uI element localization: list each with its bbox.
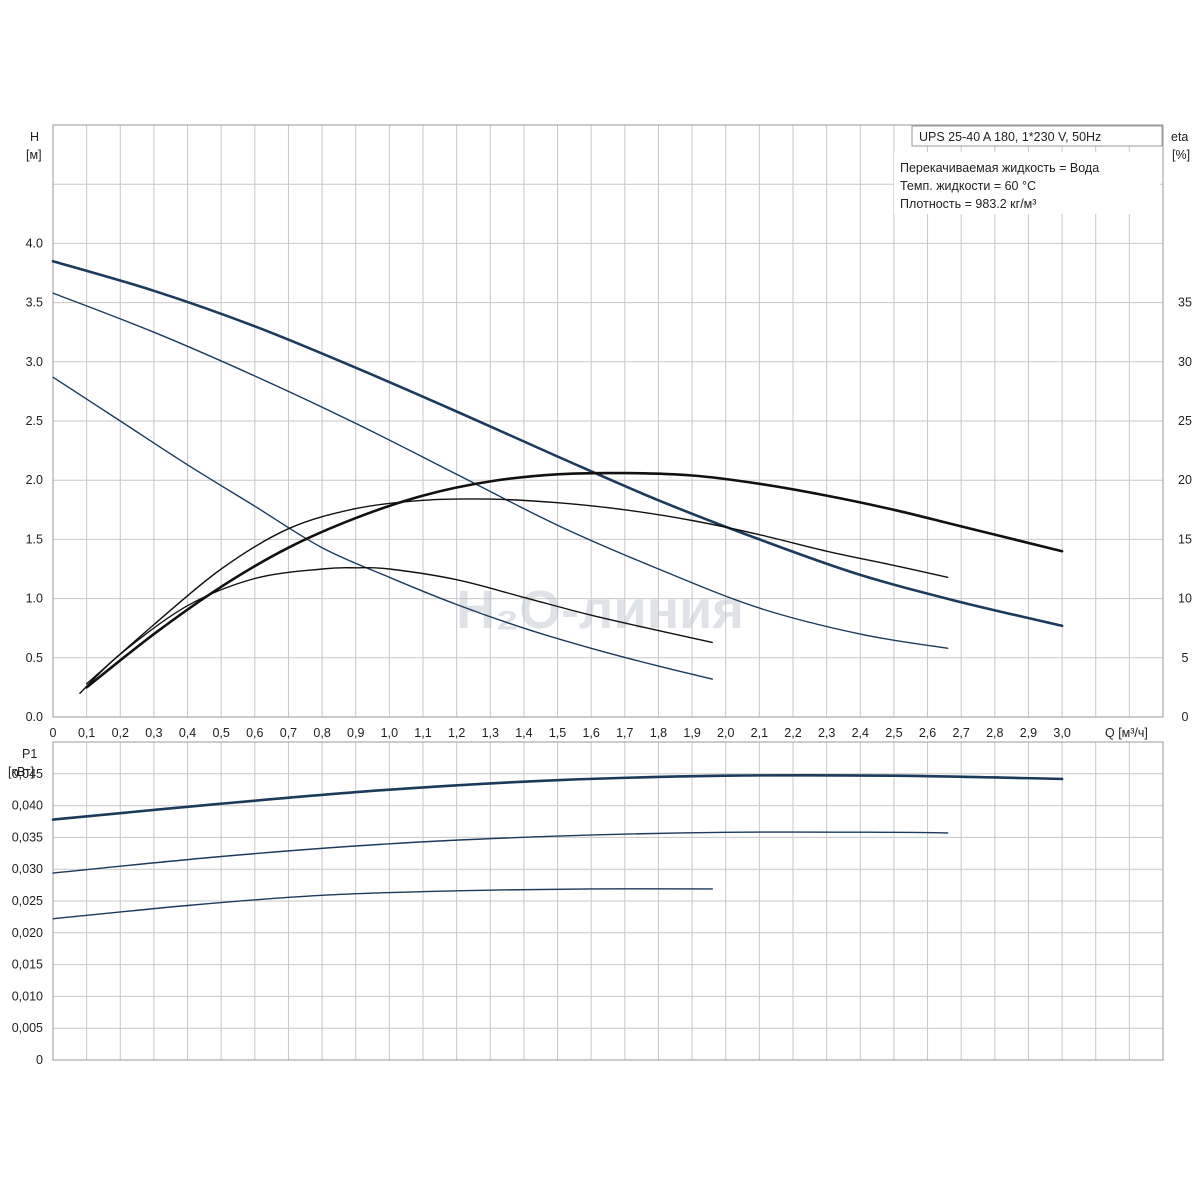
y-tick-label-power: 0,010	[12, 989, 43, 1003]
x-tick-label: 0,4	[179, 726, 196, 740]
y-axis-title-head: H	[30, 130, 39, 144]
y-tick-label-power: 0,005	[12, 1021, 43, 1035]
x-tick-label: 0	[50, 726, 57, 740]
x-tick-label: 0,8	[313, 726, 330, 740]
y2-tick-label-eta: 5	[1182, 651, 1189, 665]
eta-curve-speed-1	[79, 566, 713, 694]
x-tick-label: 0,2	[112, 726, 129, 740]
x-tick-label: 1,5	[549, 726, 566, 740]
y2-tick-label-eta: 10	[1178, 592, 1192, 606]
head-eta-tick-labels: 0 0,1 0,2 0,3 0,4 0,5 0,6 0,7 0,8 0,9 1,0 1,1 1,2 1,3…	[26, 236, 1192, 740]
x-tick-label: 1,9	[683, 726, 700, 740]
y-axis-title-power: P1	[22, 747, 37, 761]
power-plot-frame	[52, 741, 1164, 1061]
head-plot-frame	[52, 124, 1164, 718]
info-fluid: Перекачиваемая жидкость = Вода	[900, 161, 1099, 175]
y-tick-label-power: 0,045	[12, 767, 43, 781]
y-tick-label-power: 0,015	[12, 958, 43, 972]
x-tick-label: 2,6	[919, 726, 936, 740]
power-curve-speed-3	[51, 773, 1064, 821]
model-label: UPS 25-40 A 180, 1*230 V, 50Hz	[919, 130, 1101, 144]
y-tick-label-head: 3.0	[26, 355, 43, 369]
eta-curve-speed-3	[85, 471, 1064, 689]
y-axis-unit-power: [кВт]	[8, 765, 34, 779]
power-curves	[51, 773, 1064, 920]
y-tick-label-head: 0.5	[26, 651, 43, 665]
x-tick-label: 1,0	[381, 726, 398, 740]
y2-tick-label-eta: 0	[1182, 710, 1189, 724]
x-tick-label: 2,3	[818, 726, 835, 740]
x-tick-label: 2,4	[852, 726, 869, 740]
x-tick-label: 1,1	[414, 726, 431, 740]
power-grid	[53, 742, 1163, 1060]
y-tick-label-head: 4.0	[26, 236, 43, 250]
info-temperature: Темп. жидкости = 60 °C	[900, 179, 1036, 193]
power-curve-speed-2	[52, 831, 949, 874]
y2-axis-unit-eta: [%]	[1172, 148, 1190, 162]
y-tick-label-power: 0,040	[12, 799, 43, 813]
eta-curve-speed-2	[85, 498, 949, 685]
y-axis-unit-head: [м]	[26, 148, 42, 162]
y-tick-label-power: 0	[36, 1053, 43, 1067]
x-tick-label: 0,7	[280, 726, 297, 740]
y-tick-label-head: 0.0	[26, 710, 43, 724]
y2-tick-label-eta: 35	[1178, 296, 1192, 310]
watermark-text: H₂O-линия	[456, 580, 744, 640]
y2-axis-title-eta: eta	[1171, 130, 1188, 144]
x-tick-label: 2,0	[717, 726, 734, 740]
x-tick-label: 0,9	[347, 726, 364, 740]
x-tick-label: 1,3	[482, 726, 499, 740]
x-tick-label: 0,3	[145, 726, 162, 740]
info-density: Плотность = 983.2 кг/м³	[900, 197, 1036, 211]
x-tick-label: 1,2	[448, 726, 465, 740]
x-tick-label: 2,2	[784, 726, 801, 740]
x-tick-label: 1,4	[515, 726, 532, 740]
y2-tick-label-eta: 15	[1178, 532, 1192, 546]
x-tick-label: 1,7	[616, 726, 633, 740]
x-tick-label: 3,0	[1053, 726, 1070, 740]
x-tick-label: 1,6	[582, 726, 599, 740]
head-curve-speed-3	[51, 259, 1064, 628]
y-tick-label-head: 2.0	[26, 473, 43, 487]
x-tick-label: 2,7	[952, 726, 969, 740]
y-tick-label-power: 0,025	[12, 894, 43, 908]
y-tick-label-head: 1.0	[26, 592, 43, 606]
y2-tick-label-eta: 30	[1178, 355, 1192, 369]
x-axis-title-flow: Q [м³/ч]	[1105, 726, 1148, 740]
x-tick-label: 0,6	[246, 726, 263, 740]
y-tick-label-head: 1.5	[26, 532, 43, 546]
x-tick-label: 0,5	[212, 726, 229, 740]
y-tick-label-head: 2.5	[26, 414, 43, 428]
x-tick-label: 0,1	[78, 726, 95, 740]
head-curve-speed-2	[52, 292, 949, 649]
y2-tick-label-eta: 20	[1178, 473, 1192, 487]
model-label-box	[911, 125, 1163, 147]
head-curve-speed-1	[52, 376, 713, 680]
y-tick-label-power: 0,020	[12, 926, 43, 940]
y2-tick-label-eta: 25	[1178, 414, 1192, 428]
y-tick-label-power: 0,030	[12, 862, 43, 876]
x-tick-label: 1,8	[650, 726, 667, 740]
x-tick-label: 2,1	[751, 726, 768, 740]
x-tick-label: 2,9	[1020, 726, 1037, 740]
y-tick-label-power: 0,035	[12, 830, 43, 844]
x-tick-label: 2,5	[885, 726, 902, 740]
y-tick-label-head: 3.5	[26, 296, 43, 310]
x-tick-label: 2,8	[986, 726, 1003, 740]
power-tick-labels: 0 0,005 0,010 0,015 0,020 0,025 0,030 0,035 0,04…	[12, 767, 43, 1067]
info-panel	[894, 152, 1160, 214]
head-eta-curves	[51, 259, 1064, 694]
power-curve-speed-1	[52, 888, 713, 920]
